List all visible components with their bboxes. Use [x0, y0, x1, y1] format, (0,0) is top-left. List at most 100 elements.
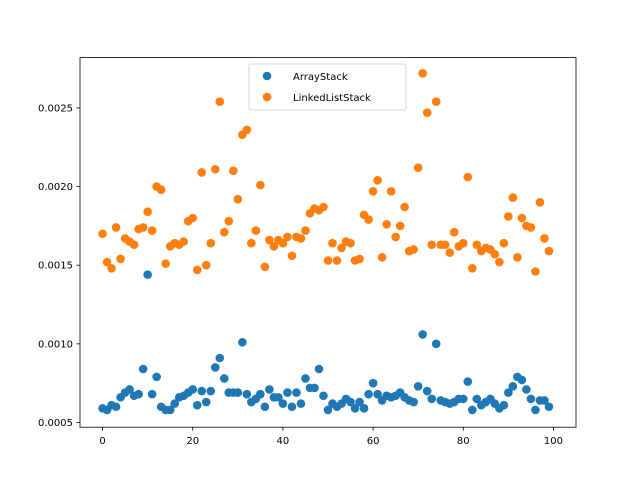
data-point-linkedliststack: [355, 254, 364, 264]
data-point-arraystack: [265, 385, 274, 394]
data-point-arraystack: [355, 397, 364, 407]
data-point-arraystack: [458, 394, 468, 404]
data-point-linkedliststack: [201, 260, 211, 270]
data-point-linkedliststack: [260, 262, 270, 272]
y-tick-label: 0.0025: [38, 103, 73, 114]
data-point-arraystack: [364, 389, 373, 399]
data-point-linkedliststack: [400, 202, 409, 212]
data-point-linkedliststack: [102, 257, 112, 267]
data-point-arraystack: [522, 385, 531, 394]
data-point-linkedliststack: [269, 242, 279, 251]
data-point-linkedliststack: [323, 256, 333, 265]
data-point-arraystack: [422, 386, 432, 396]
data-point-linkedliststack: [328, 238, 337, 248]
data-point-arraystack: [544, 402, 554, 412]
data-point-arraystack: [323, 405, 333, 415]
data-point-arraystack: [238, 337, 247, 347]
data-point-linkedliststack: [229, 166, 238, 176]
data-point-arraystack: [170, 399, 179, 408]
data-point-linkedliststack: [531, 267, 540, 276]
data-point-arraystack: [296, 399, 306, 408]
data-point-linkedliststack: [346, 238, 355, 248]
data-point-arraystack: [427, 394, 437, 404]
data-point-arraystack: [373, 389, 382, 399]
data-point-arraystack: [292, 388, 301, 397]
data-point-arraystack: [431, 339, 441, 349]
data-point-arraystack: [472, 394, 482, 404]
legend-label-linkedliststack: LinkedListStack: [293, 93, 371, 104]
x-axis: 0 20 40 60 80 100: [99, 427, 563, 447]
data-point-arraystack: [152, 372, 161, 382]
data-point-linkedliststack: [210, 164, 220, 174]
data-point-linkedliststack: [206, 238, 216, 248]
data-point-arraystack: [314, 364, 324, 374]
data-point-linkedliststack: [449, 227, 459, 237]
data-point-arraystack: [531, 405, 540, 415]
data-point-arraystack: [287, 402, 297, 412]
data-point-linkedliststack: [513, 253, 522, 262]
data-point-arraystack: [233, 388, 243, 397]
data-point-arraystack: [143, 270, 152, 279]
data-point-linkedliststack: [138, 223, 148, 232]
data-point-linkedliststack: [156, 185, 166, 195]
data-point-linkedliststack: [242, 125, 252, 135]
data-point-arraystack: [540, 396, 549, 405]
legend-label-arraystack: ArrayStack: [293, 72, 348, 83]
data-point-linkedliststack: [535, 197, 545, 207]
data-point-arraystack: [508, 382, 518, 391]
data-point-linkedliststack: [301, 226, 310, 235]
data-point-linkedliststack: [161, 259, 170, 268]
data-point-linkedliststack: [463, 172, 473, 182]
data-point-linkedliststack: [440, 240, 450, 250]
data-point-linkedliststack: [319, 202, 328, 212]
data-point-linkedliststack: [382, 220, 391, 229]
data-point-arraystack: [125, 385, 134, 394]
data-point-linkedliststack: [147, 226, 157, 235]
data-point-arraystack: [310, 383, 319, 393]
x-tick-label: 40: [277, 436, 290, 447]
data-point-linkedliststack: [197, 168, 207, 177]
x-tick-label: 80: [457, 436, 470, 447]
data-point-linkedliststack: [499, 238, 509, 248]
data-point-linkedliststack: [368, 186, 378, 196]
data-point-linkedliststack: [332, 256, 342, 265]
data-point-linkedliststack: [364, 215, 373, 224]
data-point-linkedliststack: [192, 265, 202, 275]
y-tick-label: 0.0005: [38, 418, 73, 429]
data-point-arraystack: [242, 389, 252, 399]
data-point-arraystack: [278, 399, 288, 408]
data-point-arraystack: [368, 378, 378, 388]
data-point-linkedliststack: [116, 254, 125, 264]
data-point-linkedliststack: [296, 234, 306, 243]
data-point-linkedliststack: [422, 108, 432, 117]
legend: ArrayStack LinkedListStack: [248, 63, 407, 111]
x-tick-label: 0: [99, 436, 105, 447]
data-point-arraystack: [256, 389, 265, 399]
data-point-arraystack: [517, 375, 527, 385]
legend-box: [248, 63, 407, 111]
data-point-linkedliststack: [143, 207, 152, 217]
data-point-linkedliststack: [495, 257, 504, 267]
data-point-linkedliststack: [256, 180, 265, 190]
y-tick-label: 0.0015: [38, 261, 73, 272]
data-point-arraystack: [219, 374, 229, 383]
data-point-arraystack: [418, 330, 427, 339]
data-point-arraystack: [346, 397, 355, 407]
data-point-arraystack: [413, 382, 423, 391]
data-point-arraystack: [215, 353, 225, 363]
data-point-arraystack: [274, 393, 283, 402]
data-points: [98, 69, 554, 415]
data-point-linkedliststack: [427, 240, 437, 250]
data-point-linkedliststack: [386, 186, 396, 196]
data-point-linkedliststack: [283, 232, 292, 242]
data-point-arraystack: [283, 388, 292, 397]
data-point-linkedliststack: [395, 221, 405, 231]
data-point-arraystack: [301, 374, 310, 383]
plot-area-frame: [79, 57, 577, 428]
data-point-linkedliststack: [337, 243, 346, 253]
data-point-arraystack: [192, 400, 202, 410]
data-point-arraystack: [138, 364, 148, 374]
x-tick-label: 60: [367, 436, 380, 447]
data-point-linkedliststack: [251, 226, 261, 235]
